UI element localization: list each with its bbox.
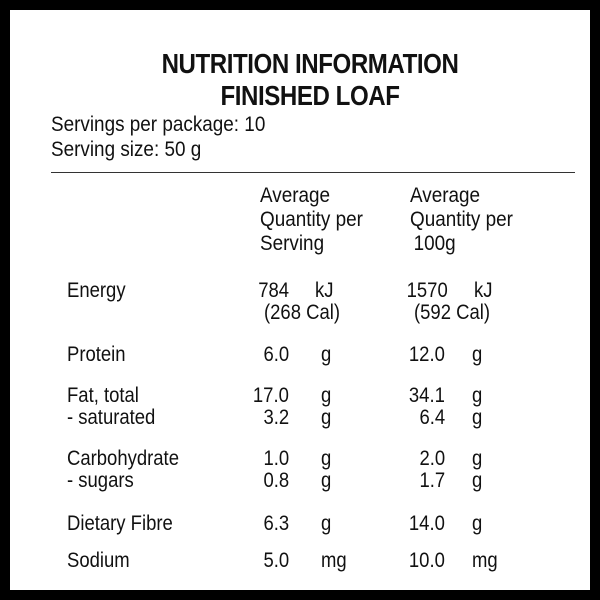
energy-100g-value: 1570 [406,279,448,302]
fat-100g-value: 34.1 [409,384,445,407]
row-label-protein: Protein [67,343,126,366]
carb-serving-value: 1.0 [263,447,289,470]
energy-serving-unit: kJ [315,279,334,302]
carb-serving-unit: g [321,447,332,470]
sugars-serving-value: 0.8 [263,469,289,492]
column-header-line: 100g [413,232,456,255]
title-line-1: NUTRITION INFORMATION [161,48,459,79]
column-header-line: Average [410,184,481,207]
sodium-100g-value: 10.0 [409,549,445,572]
sugars-100g-value: 1.7 [419,469,445,492]
fibre-serving-value: 6.3 [263,512,289,535]
energy-serving-cal: (268 Cal) [264,301,341,324]
carb-100g-value: 2.0 [419,447,445,470]
fat-serving-value: 17.0 [253,384,289,407]
sodium-100g-unit: mg [472,549,498,572]
saturated-100g-value: 6.4 [419,406,445,429]
row-label-carbohydrate: Carbohydrate [67,447,179,470]
energy-100g-unit: kJ [474,279,493,302]
fibre-100g-unit: g [472,512,483,535]
row-label-sugars: - sugars [67,469,134,492]
row-label-energy: Energy [67,279,126,302]
sugars-serving-unit: g [321,469,332,492]
sugars-100g-unit: g [472,469,483,492]
column-header-line: Serving [260,232,325,255]
saturated-100g-unit: g [472,406,483,429]
column-header-line: Average [260,184,331,207]
carb-100g-unit: g [472,447,483,470]
sodium-serving-value: 5.0 [263,549,289,572]
saturated-serving-value: 3.2 [263,406,289,429]
fibre-100g-value: 14.0 [409,512,445,535]
sodium-serving-unit: mg [321,549,347,572]
servings-per-package: Servings per package: 10 [51,113,266,136]
row-label-sodium: Sodium [67,549,130,572]
fibre-serving-unit: g [321,512,332,535]
fat-100g-unit: g [472,384,483,407]
column-header-per-100g: Average Quantity per 100g [410,184,513,256]
energy-100g-cal: (592 Cal) [414,301,491,324]
divider [51,172,575,173]
row-label-saturated: - saturated [67,406,156,429]
serving-size: Serving size: 50 g [51,138,202,161]
column-header-line: Quantity per [410,208,513,231]
row-label-fat: Fat, total [67,384,139,407]
protein-100g-unit: g [472,343,483,366]
protein-100g-value: 12.0 [409,343,445,366]
protein-serving-unit: g [321,343,332,366]
protein-serving-value: 6.0 [263,343,289,366]
saturated-serving-unit: g [321,406,332,429]
energy-serving-value: 784 [258,279,289,302]
fat-serving-unit: g [321,384,332,407]
row-label-dietary-fibre: Dietary Fibre [67,512,173,535]
column-header-per-serving: Average Quantity per Serving [260,184,363,256]
column-header-line: Quantity per [260,208,363,231]
title-line-2: FINISHED LOAF [220,80,400,111]
